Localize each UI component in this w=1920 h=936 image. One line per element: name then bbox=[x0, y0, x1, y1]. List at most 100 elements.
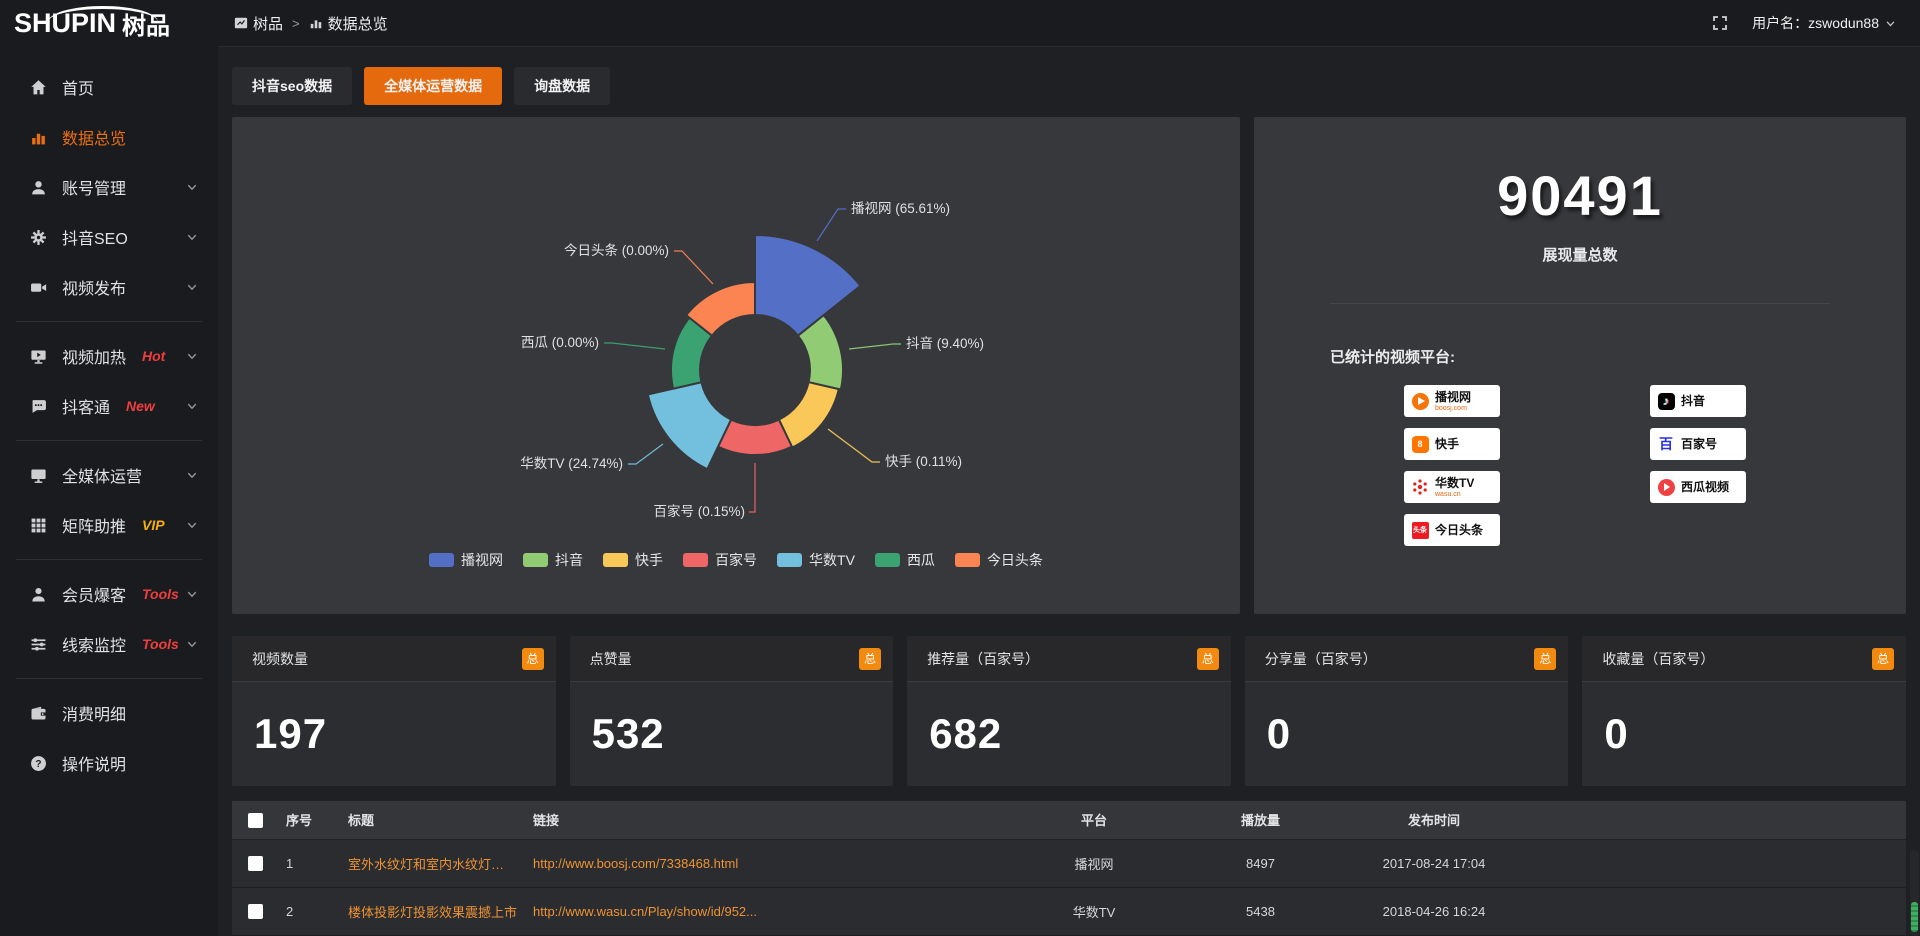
pie-slice-label: 快手 (0.11%) bbox=[885, 454, 962, 469]
select-all-checkbox[interactable] bbox=[248, 812, 263, 828]
legend-item-今日头条[interactable]: 今日头条 bbox=[954, 550, 1043, 570]
videos-table: 序号 标题 链接 平台 播放量 发布时间 1 室外水纹灯和室内水纹灯的区别和简介 http://… bbox=[232, 801, 1906, 936]
logo-arc bbox=[48, 6, 158, 22]
chevron-down-icon bbox=[186, 281, 198, 293]
pie-label-leader bbox=[749, 463, 756, 513]
member-icon bbox=[30, 586, 47, 603]
platform-domain: boosj.com bbox=[1435, 404, 1467, 412]
pie-label-leader bbox=[816, 208, 846, 242]
chevron-down-icon bbox=[186, 350, 198, 362]
cell-platform: 播视网 bbox=[1074, 856, 1114, 872]
pie-slice-播视网[interactable] bbox=[754, 233, 862, 338]
monitor-play-icon bbox=[30, 348, 47, 365]
breadcrumb: 树品 > 数据总览 bbox=[234, 13, 388, 34]
cell-url-link[interactable]: http://www.wasu.cn/Play/show/id/952... bbox=[533, 903, 757, 919]
breadcrumb-item-home[interactable]: 树品 bbox=[234, 13, 283, 34]
rose-pie-chart: 播视网 (65.61%) 抖音 (9.40%) 快手 (0.11%) 百家号 (0.1… bbox=[232, 117, 1240, 547]
sidebar-divider bbox=[16, 321, 202, 322]
legend-item-抖音[interactable]: 抖音 bbox=[523, 550, 583, 570]
stat-card-value: 532 bbox=[591, 710, 665, 757]
sidebar-item-label: 抖客通 bbox=[62, 400, 111, 417]
pie-slice-label: 华数TV (24.74%) bbox=[520, 456, 623, 471]
main-content: 抖音seo数据 全媒体运营数据 询盘数据 播视网 (65.61%) 抖音 (9.40%… bbox=[218, 46, 1920, 936]
sidebar-item-badge: VIP bbox=[142, 517, 165, 533]
pie-slice-今日头条[interactable] bbox=[684, 280, 756, 338]
legend-item-华数TV[interactable]: 华数TV bbox=[777, 550, 855, 570]
cell-url-link[interactable]: http://www.boosj.com/7338468.html bbox=[533, 855, 739, 871]
sidebar-item-视频发布[interactable]: 视频发布 bbox=[0, 262, 218, 312]
user-menu[interactable]: 用户名：zswodun88 bbox=[1752, 13, 1896, 33]
tab-询盘数据[interactable]: 询盘数据 bbox=[514, 67, 611, 105]
topbar-right: 用户名：zswodun88 bbox=[1712, 13, 1920, 33]
breadcrumb-item-current[interactable]: 数据总览 bbox=[309, 13, 388, 34]
sidebar-item-全媒体运营[interactable]: 全媒体运营 bbox=[0, 450, 218, 500]
table-header-checkbox bbox=[232, 801, 278, 839]
fullscreen-icon[interactable] bbox=[1712, 15, 1728, 31]
sidebar-item-数据总览[interactable]: 数据总览 bbox=[0, 112, 218, 162]
legend-item-百家号[interactable]: 百家号 bbox=[683, 550, 757, 570]
pie-label-leader bbox=[827, 428, 880, 463]
sidebar-item-label: 账号管理 bbox=[62, 181, 127, 198]
pie-label-leader bbox=[604, 342, 666, 350]
chevron-down-icon bbox=[186, 519, 198, 531]
legend-label: 百家号 bbox=[715, 552, 758, 568]
platform-badge-快手: 8 快手 bbox=[1404, 428, 1500, 460]
username-label: 用户名：zswodun88 bbox=[1752, 15, 1879, 31]
kuaishou-logo: 8 bbox=[1411, 435, 1429, 453]
stat-card-header: 推荐量（百家号） 总 bbox=[907, 636, 1231, 682]
sidebar-item-badge: Tools bbox=[142, 586, 179, 602]
sidebar-item-操作说明[interactable]: ? 操作说明 bbox=[0, 738, 218, 788]
sidebar-item-会员爆客[interactable]: 会员爆客 Tools bbox=[0, 569, 218, 619]
chevron-down-icon bbox=[186, 181, 198, 193]
legend-swatch bbox=[429, 553, 455, 567]
stat-card-value: 0 bbox=[1604, 710, 1629, 757]
sidebar-item-label: 全媒体运营 bbox=[62, 469, 143, 486]
grid-icon bbox=[30, 517, 47, 534]
sidebar-divider bbox=[16, 440, 202, 441]
cell-title-link[interactable]: 楼体投影灯投影效果震撼上市 bbox=[348, 904, 518, 920]
total-badge: 总 bbox=[859, 647, 882, 670]
pie-slice-抖音[interactable] bbox=[796, 313, 844, 391]
sidebar-item-badge: New bbox=[126, 398, 155, 414]
wallet-icon bbox=[30, 705, 47, 722]
legend-item-西瓜[interactable]: 西瓜 bbox=[874, 550, 935, 570]
platform-badge-华数TV: 华数TV wasu.cn bbox=[1404, 471, 1500, 503]
legend-label: 今日头条 bbox=[986, 552, 1043, 568]
scrollbar-track bbox=[1910, 850, 1919, 936]
stat-card-value: 0 bbox=[1266, 710, 1292, 757]
legend-swatch bbox=[683, 553, 709, 567]
sidebar-item-线索监控[interactable]: 线索监控 Tools bbox=[0, 619, 218, 669]
legend-item-播视网[interactable]: 播视网 bbox=[429, 550, 503, 570]
sidebar-item-视频加热[interactable]: 视频加热 Hot bbox=[0, 331, 218, 381]
tab-全媒体运营数据[interactable]: 全媒体运营数据 bbox=[364, 67, 503, 105]
breadcrumb-label: 树品 bbox=[253, 15, 284, 33]
pie-slice-华数TV[interactable] bbox=[646, 381, 733, 471]
sidebar-item-首页[interactable]: 首页 bbox=[0, 62, 218, 112]
cell-empty bbox=[1524, 887, 1906, 935]
sidebar-item-抖客通[interactable]: 抖客通 New bbox=[0, 381, 218, 431]
sidebar-item-矩阵助推[interactable]: 矩阵助推 VIP bbox=[0, 500, 218, 550]
breadcrumb-label: 数据总览 bbox=[327, 15, 388, 33]
chart-legend: 播视网 抖音 快手 百家号 华数TV 西瓜 今日头条 bbox=[232, 550, 1240, 570]
sidebar-item-抖音SEO[interactable]: 抖音SEO bbox=[0, 212, 218, 262]
platform-name: 百家号 bbox=[1681, 437, 1718, 451]
sidebar-item-账号管理[interactable]: 账号管理 bbox=[0, 162, 218, 212]
row-checkbox[interactable] bbox=[248, 856, 263, 872]
row-checkbox[interactable] bbox=[248, 904, 263, 920]
table-row: 1 室外水纹灯和室内水纹灯的区别和简介 http://www.boosj.com/7… bbox=[232, 839, 1906, 887]
scrollbar-thumb[interactable] bbox=[1911, 902, 1918, 932]
tab-抖音seo数据[interactable]: 抖音seo数据 bbox=[232, 67, 353, 105]
sidebar-item-label: 视频发布 bbox=[62, 281, 127, 298]
total-badge: 总 bbox=[521, 647, 544, 670]
col-header-title: 标题 bbox=[348, 813, 375, 829]
cell-title-link[interactable]: 室外水纹灯和室内水纹灯的区别和简介 bbox=[348, 856, 525, 872]
platform-badge-今日头条: 头条 今日头条 bbox=[1404, 514, 1500, 546]
chat-icon bbox=[30, 398, 47, 415]
legend-item-快手[interactable]: 快手 bbox=[603, 550, 663, 570]
sidebar-item-消费明细[interactable]: 消费明细 bbox=[0, 688, 218, 738]
platform-share-chart-card: 播视网 (65.61%) 抖音 (9.40%) 快手 (0.11%) 百家号 (0.1… bbox=[232, 117, 1240, 614]
platform-badges: 播视网 boosj.com 8 快手 华数TV wasu.cn 头条 今日头条 ♪ 抖音百百家号西… bbox=[1404, 385, 1906, 546]
platform-badge-西瓜视频: 西瓜视频 bbox=[1650, 471, 1746, 503]
pie-slice-label: 播视网 (65.61%) bbox=[851, 201, 950, 216]
sidebar-item-label: 线索监控 bbox=[62, 638, 127, 655]
